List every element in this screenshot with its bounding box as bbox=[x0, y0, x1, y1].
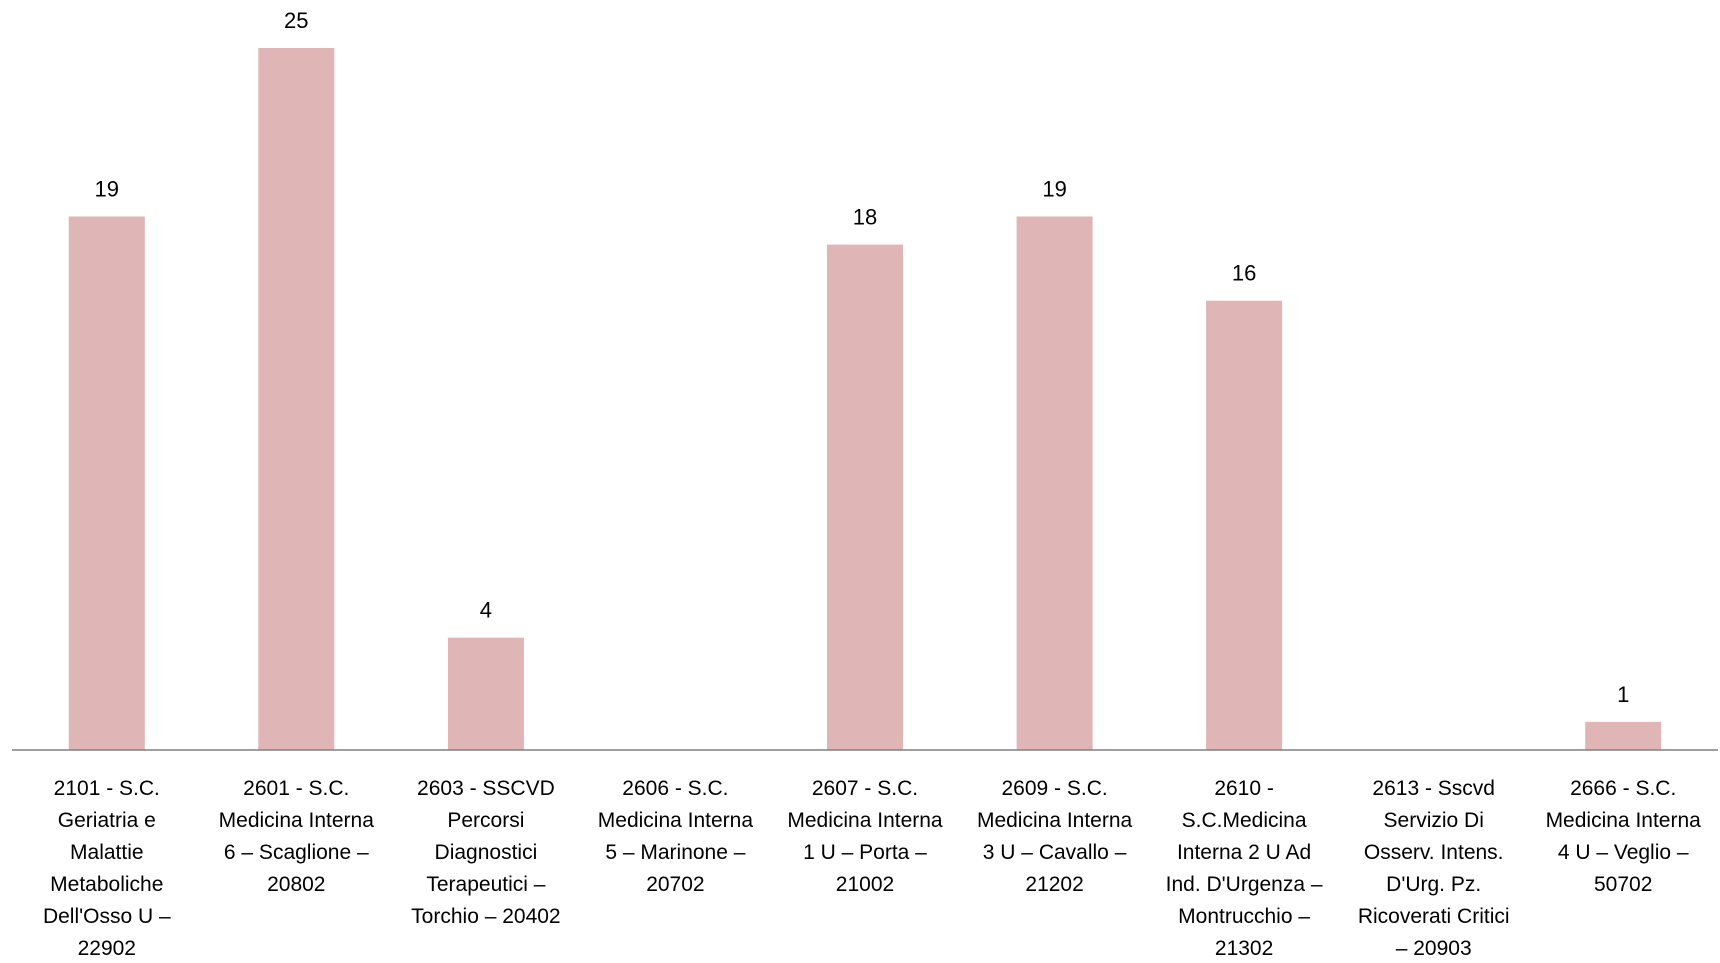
category-label-line: Medicina Interna bbox=[1546, 809, 1702, 832]
category-label-line: Geriatria e bbox=[58, 809, 156, 832]
bar bbox=[1585, 721, 1662, 750]
category-label-line: 2606 - S.C. bbox=[622, 777, 728, 800]
category-label-line: S.C.Medicina bbox=[1182, 809, 1307, 832]
category-label-line: 21202 bbox=[1025, 873, 1083, 896]
bar bbox=[447, 637, 524, 750]
category-label-line: Ricoverati Critici bbox=[1358, 905, 1510, 928]
category-label-line: Terapeutici – bbox=[426, 873, 545, 896]
bar-value-label: 1 bbox=[1617, 682, 1629, 707]
category-label-line: 21002 bbox=[836, 873, 894, 896]
category-label-line: 4 U – Veglio – bbox=[1558, 841, 1689, 864]
data-labels-layer: 19 25 4 18 19 16 1 bbox=[95, 8, 1630, 707]
category-label-line: 20802 bbox=[267, 873, 325, 896]
category-label-line: Medicina Interna bbox=[787, 809, 943, 832]
category-label-line: Montrucchio – bbox=[1178, 905, 1310, 928]
category-label-line: 20702 bbox=[646, 873, 704, 896]
category-label-line: Servizio Di bbox=[1384, 809, 1484, 832]
bar-value-label: 19 bbox=[95, 177, 119, 202]
category-label-line: Osserv. Intens. bbox=[1364, 841, 1504, 864]
category-label-line: 2603 - SSCVD bbox=[417, 777, 555, 800]
category-label-line: 2601 - S.C. bbox=[243, 777, 349, 800]
bar-value-label: 16 bbox=[1232, 261, 1256, 286]
category-label: 2613 - Sscvd Servizio Di Osserv. Intens. D'… bbox=[1358, 777, 1510, 958]
category-label: 2601 - S.C. Medicina Interna 6 – Scaglione… bbox=[219, 777, 375, 896]
category-label-line: Dell'Osso U – bbox=[43, 905, 171, 928]
category-label: 2101 - S.C. Geriatria e Malattie Metabolich… bbox=[43, 777, 171, 958]
category-labels-layer: 2101 - S.C. Geriatria e Malattie Metabolich… bbox=[43, 777, 1702, 960]
category-label-line: Malattie bbox=[70, 841, 144, 864]
bar bbox=[1016, 216, 1093, 750]
category-label-line: Ind. D'Urgenza – bbox=[1166, 873, 1323, 896]
bar-value-label: 4 bbox=[480, 598, 492, 623]
category-label-line: 21302 bbox=[1215, 937, 1273, 958]
category-label-line: Medicina Interna bbox=[219, 809, 375, 832]
category-label: 2609 - S.C. Medicina Interna 3 U – Cavallo… bbox=[977, 777, 1133, 896]
category-label-line: 2610 - bbox=[1214, 777, 1274, 800]
category-label-line: D'Urg. Pz. bbox=[1386, 873, 1481, 896]
category-label-line: 6 – Scaglione – bbox=[224, 841, 369, 864]
category-label: 2603 - SSCVD Percorsi Diagnostici Terapeuti… bbox=[411, 777, 560, 928]
bar bbox=[68, 216, 145, 750]
category-label-line: 5 – Marinone – bbox=[605, 841, 745, 864]
category-label-line: 50702 bbox=[1594, 873, 1652, 896]
category-label-line: Medicina Interna bbox=[598, 809, 754, 832]
bar-value-label: 19 bbox=[1042, 177, 1066, 202]
category-label-line: Medicina Interna bbox=[977, 809, 1133, 832]
category-label-line: 2607 - S.C. bbox=[812, 777, 918, 800]
category-label-line: 2101 - S.C. bbox=[54, 777, 160, 800]
bar bbox=[1206, 300, 1283, 750]
category-label: 2606 - S.C. Medicina Interna 5 – Marinone … bbox=[598, 777, 754, 896]
category-label: 2607 - S.C. Medicina Interna 1 U – Porta –… bbox=[787, 777, 943, 896]
category-label-line: 2666 - S.C. bbox=[1570, 777, 1676, 800]
category-label: 2610 - S.C.Medicina Interna 2 U Ad Ind. D'U… bbox=[1166, 777, 1323, 958]
category-label-line: Percorsi bbox=[447, 809, 524, 832]
category-label-line: Metaboliche bbox=[50, 873, 163, 896]
category-label-line: – 20903 bbox=[1396, 937, 1472, 958]
bar-value-label: 25 bbox=[284, 8, 308, 33]
category-label-line: 22902 bbox=[78, 937, 136, 958]
category-label: 2666 - S.C. Medicina Interna 4 U – Veglio … bbox=[1546, 777, 1702, 896]
bars-layer bbox=[68, 48, 1662, 750]
category-label-line: 1 U – Porta – bbox=[803, 841, 927, 864]
category-label-line: 2609 - S.C. bbox=[1001, 777, 1107, 800]
category-label-line: Torchio – 20402 bbox=[411, 905, 560, 928]
bar-value-label: 18 bbox=[853, 205, 877, 230]
category-label-line: Diagnostici bbox=[435, 841, 538, 864]
bar bbox=[258, 48, 335, 750]
bar bbox=[827, 244, 903, 750]
category-label-line: Interna 2 U Ad bbox=[1177, 841, 1311, 864]
category-label-line: 2613 - Sscvd bbox=[1372, 777, 1495, 800]
category-label-line: 3 U – Cavallo – bbox=[983, 841, 1127, 864]
